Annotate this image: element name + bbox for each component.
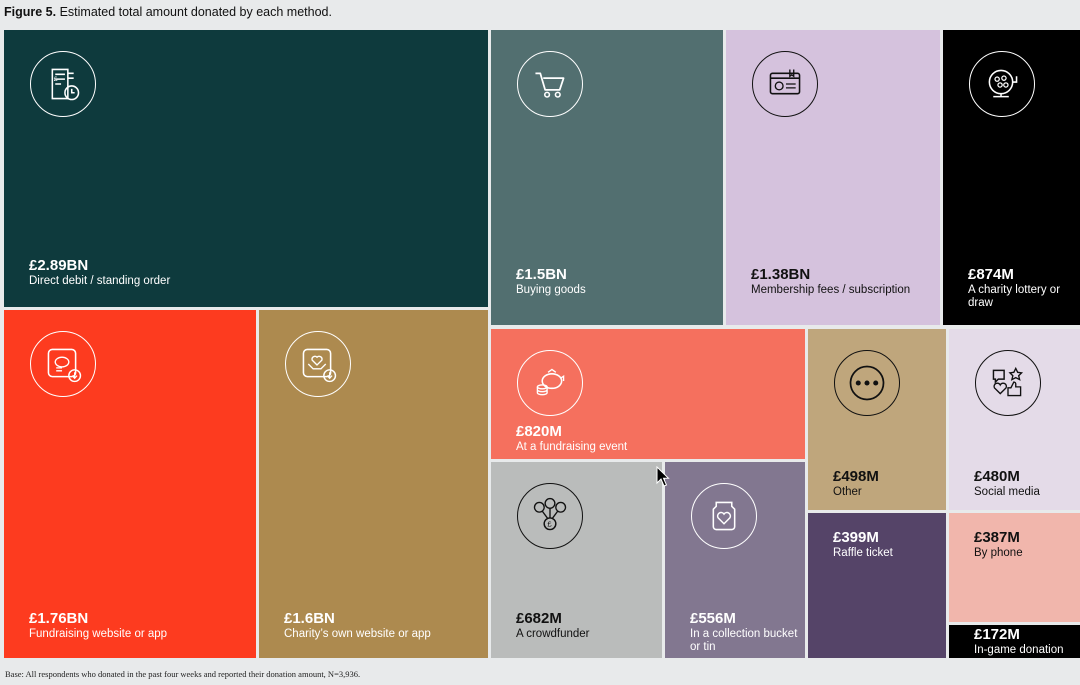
tile-label: £2.89BN Direct debit / standing order (29, 257, 429, 288)
tile-value: £1.6BN (284, 610, 335, 627)
tile-label: £556M In a collection bucket or tin (690, 610, 805, 655)
tile-value: £172M (974, 626, 1020, 643)
treemap-tile-raffle: £399M Raffle ticket (808, 513, 946, 658)
treemap-tile-fundraising-website: £1.76BN Fundraising website or app (4, 310, 256, 658)
piggy-bank-coins-icon (517, 350, 583, 416)
heart-jar-icon (691, 483, 757, 549)
figure-caption: Figure 5. Estimated total amount donated… (4, 5, 332, 19)
tile-name: Direct debit / standing order (29, 275, 171, 288)
tile-label: £820M At a fundraising event (516, 423, 796, 454)
treemap-tile-in-game: £172M In-game donation (949, 625, 1080, 658)
footnote: Base: All respondents who donated in the… (5, 669, 361, 679)
tile-name: Raffle ticket (833, 547, 893, 560)
tile-label: £874M A charity lottery or draw (968, 266, 1073, 311)
tile-name: Fundraising website or app (29, 628, 168, 641)
tile-name: At a fundraising event (516, 441, 628, 454)
mouse-cursor-icon (656, 466, 670, 487)
tile-value: £498M (833, 468, 879, 485)
treemap-tile-direct-debit: £ £2.89BN Direct debit / standing order (4, 30, 488, 307)
tile-label: £682M A crowdfunder (516, 610, 656, 641)
tile-value: £682M (516, 610, 562, 627)
social-reactions-icon (975, 350, 1041, 416)
tile-name: Social media (974, 486, 1040, 499)
tile-label: £399M Raffle ticket (833, 529, 943, 560)
lottery-drum-icon (969, 51, 1035, 117)
treemap-tile-buying-goods: £1.5BN Buying goods (491, 30, 723, 325)
receipt-clock-icon: £ (30, 51, 96, 117)
figure-label: Figure 5. (4, 5, 57, 19)
tile-label: £1.6BN Charity’s own website or app (284, 610, 484, 641)
tile-value: £480M (974, 468, 1020, 485)
tile-value: £820M (516, 423, 562, 440)
tile-label: £1.76BN Fundraising website or app (29, 610, 249, 641)
tile-name: Other (833, 486, 862, 499)
tile-value: £874M (968, 266, 1014, 283)
treemap-tile-collection-bucket: £556M In a collection bucket or tin (665, 462, 805, 658)
figure-title: Estimated total amount donated by each m… (59, 5, 332, 19)
tile-value: £1.38BN (751, 266, 811, 283)
treemap-tile-fundraising-event: £820M At a fundraising event (491, 329, 805, 459)
tile-label: £172M In-game donation (974, 626, 1080, 657)
membership-card-icon (752, 51, 818, 117)
treemap-tile-crowdfunder: £ £682M A crowdfunder (491, 462, 662, 658)
treemap-tile-charity-website: £1.6BN Charity’s own website or app (259, 310, 488, 658)
tile-name: A charity lottery or draw (968, 284, 1061, 310)
treemap-tile-lottery: £874M A charity lottery or draw (943, 30, 1080, 325)
tile-name: In-game donation (974, 644, 1064, 657)
tile-value: £2.89BN (29, 257, 89, 274)
tile-value: £399M (833, 529, 879, 546)
tile-value: £387M (974, 529, 1020, 546)
tile-name: Buying goods (516, 284, 586, 297)
app-heart-hands-icon (285, 331, 351, 397)
shopping-cart-icon (517, 51, 583, 117)
tile-label: £1.5BN Buying goods (516, 266, 706, 297)
tile-value: £556M (690, 610, 736, 627)
tile-label: £387M By phone (974, 529, 1080, 560)
svg-text:£: £ (547, 520, 552, 529)
tile-name: Charity’s own website or app (284, 628, 431, 641)
ellipsis-icon (834, 350, 900, 416)
treemap-tile-phone: £387M By phone (949, 513, 1080, 622)
tile-label: £1.38BN Membership fees / subscription (751, 266, 940, 297)
tile-name: By phone (974, 547, 1023, 560)
tile-value: £1.5BN (516, 266, 567, 283)
tile-label: £498M Other (833, 468, 943, 499)
app-piggy-bank-icon (30, 331, 96, 397)
tile-value: £1.76BN (29, 610, 89, 627)
tile-name: A crowdfunder (516, 628, 590, 641)
treemap-tile-other: £498M Other (808, 329, 946, 510)
svg-text:£: £ (54, 76, 58, 83)
treemap-tile-social-media: £480M Social media (949, 329, 1080, 510)
tile-label: £480M Social media (974, 468, 1080, 499)
tile-name: In a collection bucket or tin (690, 628, 798, 654)
crowdfund-network-icon: £ (517, 483, 583, 549)
treemap-tile-membership: £1.38BN Membership fees / subscription (726, 30, 940, 325)
tile-name: Membership fees / subscription (751, 284, 911, 297)
